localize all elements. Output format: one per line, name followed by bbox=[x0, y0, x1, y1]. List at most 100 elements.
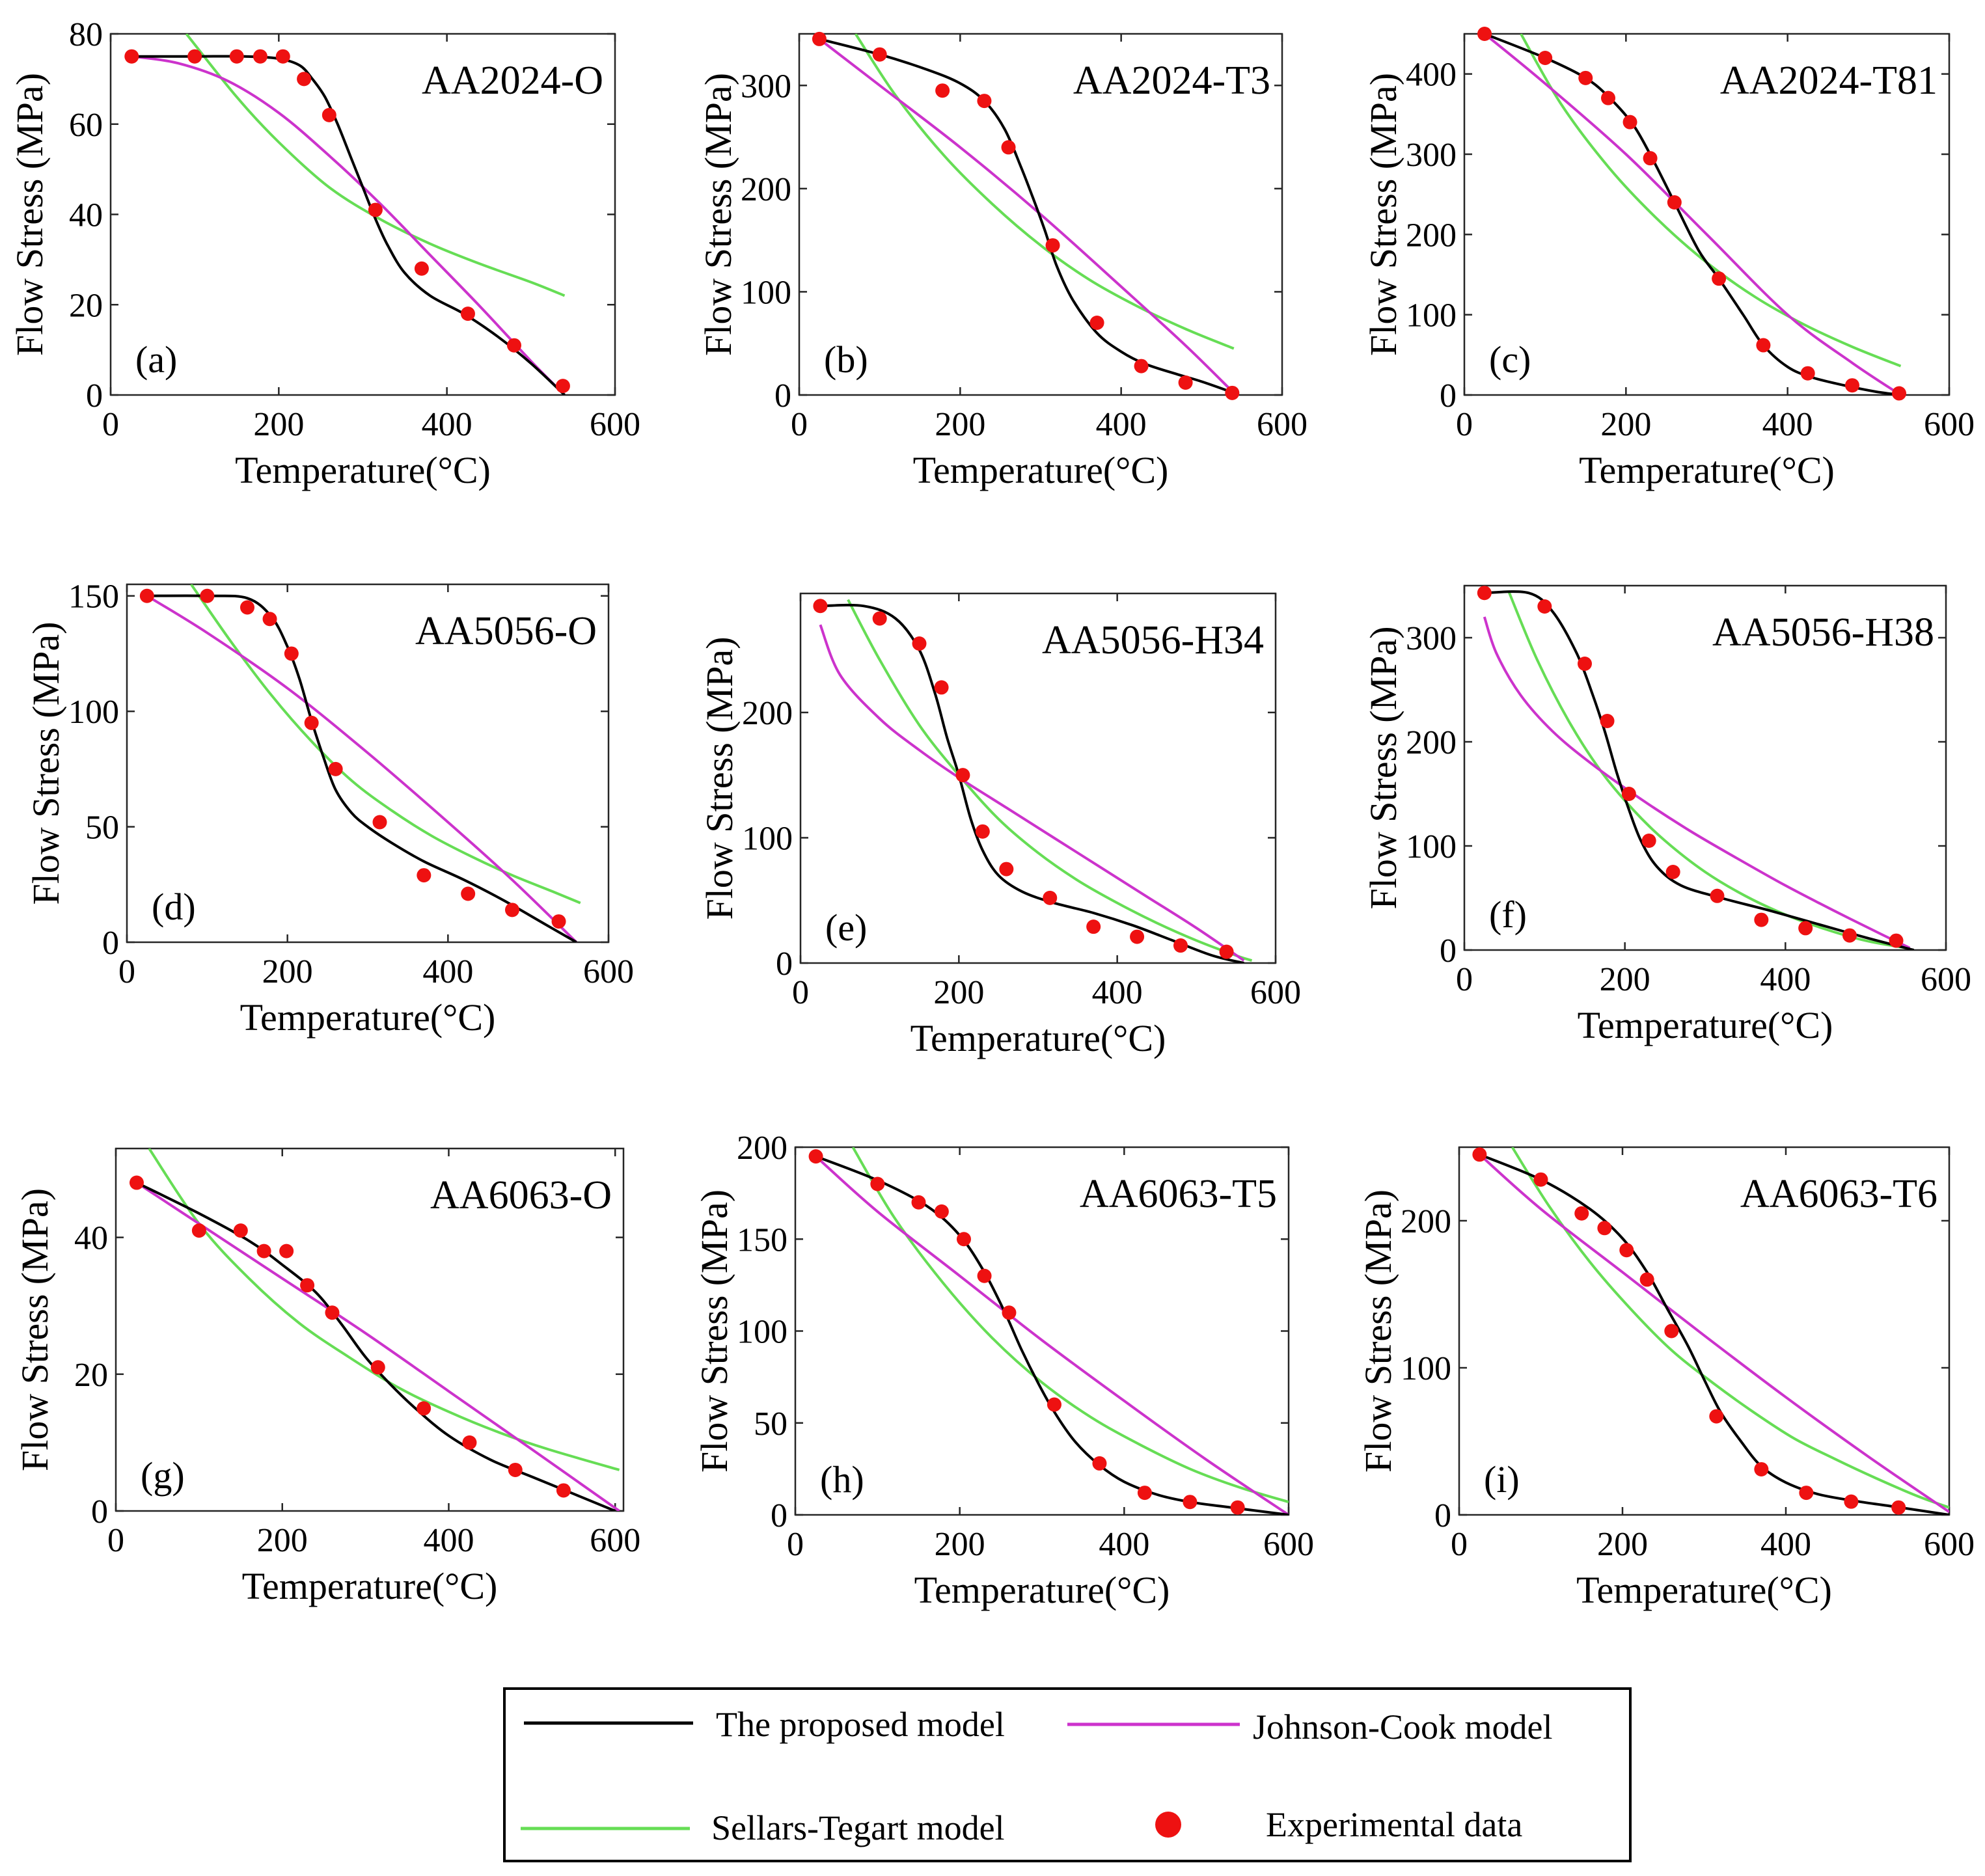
aa2024-o-experimental-point bbox=[368, 202, 383, 217]
aa5056-h34-experimental-point bbox=[1219, 944, 1234, 959]
aa6063-t5-y-tick-label: 200 bbox=[737, 1130, 787, 1167]
aa2024-t81-experimental-point bbox=[1622, 115, 1637, 129]
aa6063-t6-experimental-point bbox=[1533, 1172, 1548, 1187]
aa6063-o-x-tick-label: 200 bbox=[257, 1522, 308, 1559]
aa6063-t5-sellars-tegart-model-line bbox=[851, 1147, 1289, 1504]
aa6063-t5-johnson-cook-model-line bbox=[815, 1155, 1289, 1515]
aa6063-t6-experimental-point bbox=[1844, 1494, 1859, 1509]
chart-aa2024-t81: 0 200 400 600 0 100 200 300 400 Temperature(°C) Fl… bbox=[1362, 27, 1975, 491]
chart-aa6063-o: 0 200 400 600 0 20 40 Temperature(°C) Flow Stres… bbox=[14, 1147, 640, 1607]
aa6063-t6-y-tick-label: 200 bbox=[1401, 1203, 1451, 1240]
aa6063-t6-panel-label: (i) bbox=[1484, 1458, 1520, 1501]
aa2024-o-experimental-point bbox=[460, 306, 475, 321]
aa5056-o-experimental-point bbox=[461, 886, 476, 901]
aa5056-h38-experimental-point bbox=[1798, 921, 1813, 936]
aa2024-t3-sellars-tegart-model-line bbox=[854, 34, 1235, 350]
aa6063-o-x-axis-label: Temperature(°C) bbox=[242, 1565, 498, 1607]
legend-swatch-experimental-data bbox=[1155, 1812, 1181, 1838]
aa6063-t6-the-proposed-model-line bbox=[1479, 1153, 1949, 1515]
chart-aa5056-o: 0 200 400 600 0 50 100 150 Temperature(°C) Flow S… bbox=[25, 578, 634, 1039]
aa2024-t3-x-axis-label: Temperature(°C) bbox=[913, 449, 1169, 491]
aa2024-o-experimental-point bbox=[229, 49, 244, 64]
aa6063-t5-y-tick-label: 50 bbox=[754, 1406, 787, 1443]
aa2024-t81-y-tick-label: 400 bbox=[1406, 57, 1457, 94]
aa6063-t5-x-tick-label: 200 bbox=[935, 1526, 985, 1563]
aa6063-t6-y-axis-label: Flow Stress (MPa) bbox=[1357, 1189, 1399, 1473]
aa6063-t6-x-tick-label: 0 bbox=[1451, 1526, 1468, 1563]
aa2024-o-experimental-point bbox=[297, 72, 312, 87]
legend-label-johnson-cook-model: Johnson-Cook model bbox=[1253, 1707, 1553, 1747]
aa2024-t3-experimental-point bbox=[1045, 238, 1060, 253]
aa6063-t5-experimental-point bbox=[1092, 1456, 1107, 1471]
aa6063-o-x-tick-label: 600 bbox=[590, 1522, 640, 1559]
aa6063-t6-experimental-point bbox=[1664, 1324, 1679, 1339]
aa2024-t3-experimental-point bbox=[1001, 140, 1016, 155]
aa5056-o-experimental-point bbox=[304, 715, 319, 730]
aa6063-o-sellars-tegart-model-line bbox=[148, 1149, 620, 1471]
aa5056-h34-x-tick-label: 600 bbox=[1250, 974, 1301, 1011]
aa5056-h34-experimental-point bbox=[872, 611, 887, 626]
aa5056-o-x-tick-label: 600 bbox=[583, 953, 634, 990]
aa5056-h38-experimental-point bbox=[1842, 928, 1857, 943]
aa5056-o-title: AA5056-O bbox=[415, 609, 597, 653]
aa5056-h34-experimental-point bbox=[955, 768, 970, 783]
aa5056-o-y-tick-label: 0 bbox=[102, 925, 119, 962]
aa5056-o-experimental-point bbox=[328, 761, 343, 776]
aa2024-o-johnson-cook-model-line bbox=[131, 55, 566, 395]
aa6063-o-y-axis-label: Flow Stress (MPa) bbox=[14, 1188, 56, 1471]
aa5056-o-x-tick-label: 0 bbox=[118, 953, 135, 990]
aa2024-o-y-tick-label: 0 bbox=[86, 377, 103, 415]
aa6063-t5-experimental-point bbox=[1230, 1500, 1245, 1515]
chart-aa5056-h38: 0 200 400 600 0 100 200 300 Temperature(°C) Flow … bbox=[1362, 584, 1971, 1046]
aa2024-t3-experimental-point bbox=[812, 31, 827, 46]
aa5056-o-experimental-point bbox=[372, 815, 387, 830]
aa2024-t81-experimental-point bbox=[1756, 338, 1771, 353]
aa2024-t81-johnson-cook-model-line bbox=[1483, 34, 1902, 395]
aa6063-t6-experimental-point bbox=[1891, 1500, 1906, 1515]
aa5056-h38-title: AA5056-H38 bbox=[1712, 610, 1934, 655]
aa2024-t81-experimental-point bbox=[1800, 366, 1815, 381]
aa2024-t81-panel-label: (c) bbox=[1489, 338, 1531, 381]
aa6063-t6-plot-area bbox=[1479, 1147, 1949, 1515]
aa6063-t5-plot-area bbox=[815, 1147, 1289, 1515]
aa6063-t6-y-tick-label: 0 bbox=[1434, 1497, 1451, 1534]
aa2024-t3-plot-area bbox=[818, 34, 1235, 394]
aa5056-h38-plot-frame bbox=[1463, 584, 1947, 951]
aa2024-t81-title: AA2024-T81 bbox=[1720, 59, 1937, 103]
aa2024-t3-experimental-point bbox=[977, 94, 992, 109]
aa2024-t81-experimental-point bbox=[1477, 27, 1492, 41]
aa5056-h34-experimental-point bbox=[1130, 929, 1145, 944]
aa5056-o-experimental-point bbox=[417, 868, 431, 883]
aa6063-t6-x-tick-label: 200 bbox=[1597, 1526, 1648, 1563]
chart-aa6063-t6: 0 200 400 600 0 100 200 Temperature(°C) Flow Str… bbox=[1357, 1146, 1975, 1611]
aa5056-o-y-tick-label: 50 bbox=[85, 809, 119, 847]
aa2024-t3-y-tick-label: 100 bbox=[741, 274, 791, 311]
aa5056-h38-y-tick-label: 300 bbox=[1406, 620, 1457, 657]
aa6063-o-y-tick-label: 40 bbox=[74, 1220, 108, 1257]
aa5056-h38-johnson-cook-model-line bbox=[1483, 616, 1911, 949]
aa5056-o-experimental-point bbox=[505, 903, 519, 918]
aa5056-h38-experimental-point bbox=[1754, 912, 1769, 927]
aa6063-o-experimental-point bbox=[370, 1360, 385, 1375]
aa5056-o-panel-label: (d) bbox=[152, 886, 196, 928]
aa5056-h34-y-tick-label: 200 bbox=[742, 695, 793, 732]
aa6063-o-plot-frame bbox=[115, 1147, 625, 1512]
aa5056-h38-experimental-point bbox=[1889, 933, 1904, 948]
aa2024-o-experimental-point bbox=[124, 49, 139, 64]
aa6063-t5-experimental-point bbox=[911, 1195, 926, 1210]
aa6063-t5-the-proposed-model-line bbox=[815, 1155, 1289, 1515]
aa2024-t3-experimental-point bbox=[1089, 316, 1104, 330]
aa6063-t6-experimental-point bbox=[1639, 1272, 1654, 1287]
aa5056-h38-the-proposed-model-line bbox=[1484, 590, 1915, 950]
aa2024-t81-y-tick-label: 100 bbox=[1406, 297, 1457, 334]
aa5056-h34-experimental-point bbox=[813, 599, 828, 614]
aa2024-t3-the-proposed-model-line bbox=[819, 37, 1235, 394]
aa6063-t5-y-tick-label: 0 bbox=[771, 1497, 787, 1534]
legend: The proposed model Johnson-Cook model Sell… bbox=[503, 1687, 1632, 1862]
aa2024-o-y-tick-label: 20 bbox=[69, 287, 103, 324]
aa5056-h34-experimental-point bbox=[999, 862, 1014, 877]
legend-box bbox=[503, 1687, 1632, 1862]
aa2024-o-experimental-point bbox=[253, 49, 267, 64]
